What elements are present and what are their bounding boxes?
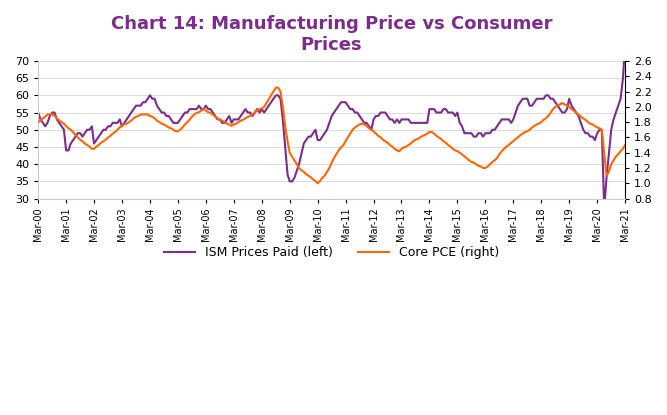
- Legend: ISM Prices Paid (left), Core PCE (right): ISM Prices Paid (left), Core PCE (right): [159, 241, 504, 264]
- Title: Chart 14: Manufacturing Price vs Consumer
Prices: Chart 14: Manufacturing Price vs Consume…: [111, 15, 552, 54]
- Line: ISM Prices Paid (left): ISM Prices Paid (left): [38, 44, 625, 209]
- Line: Core PCE (right): Core PCE (right): [38, 88, 625, 183]
